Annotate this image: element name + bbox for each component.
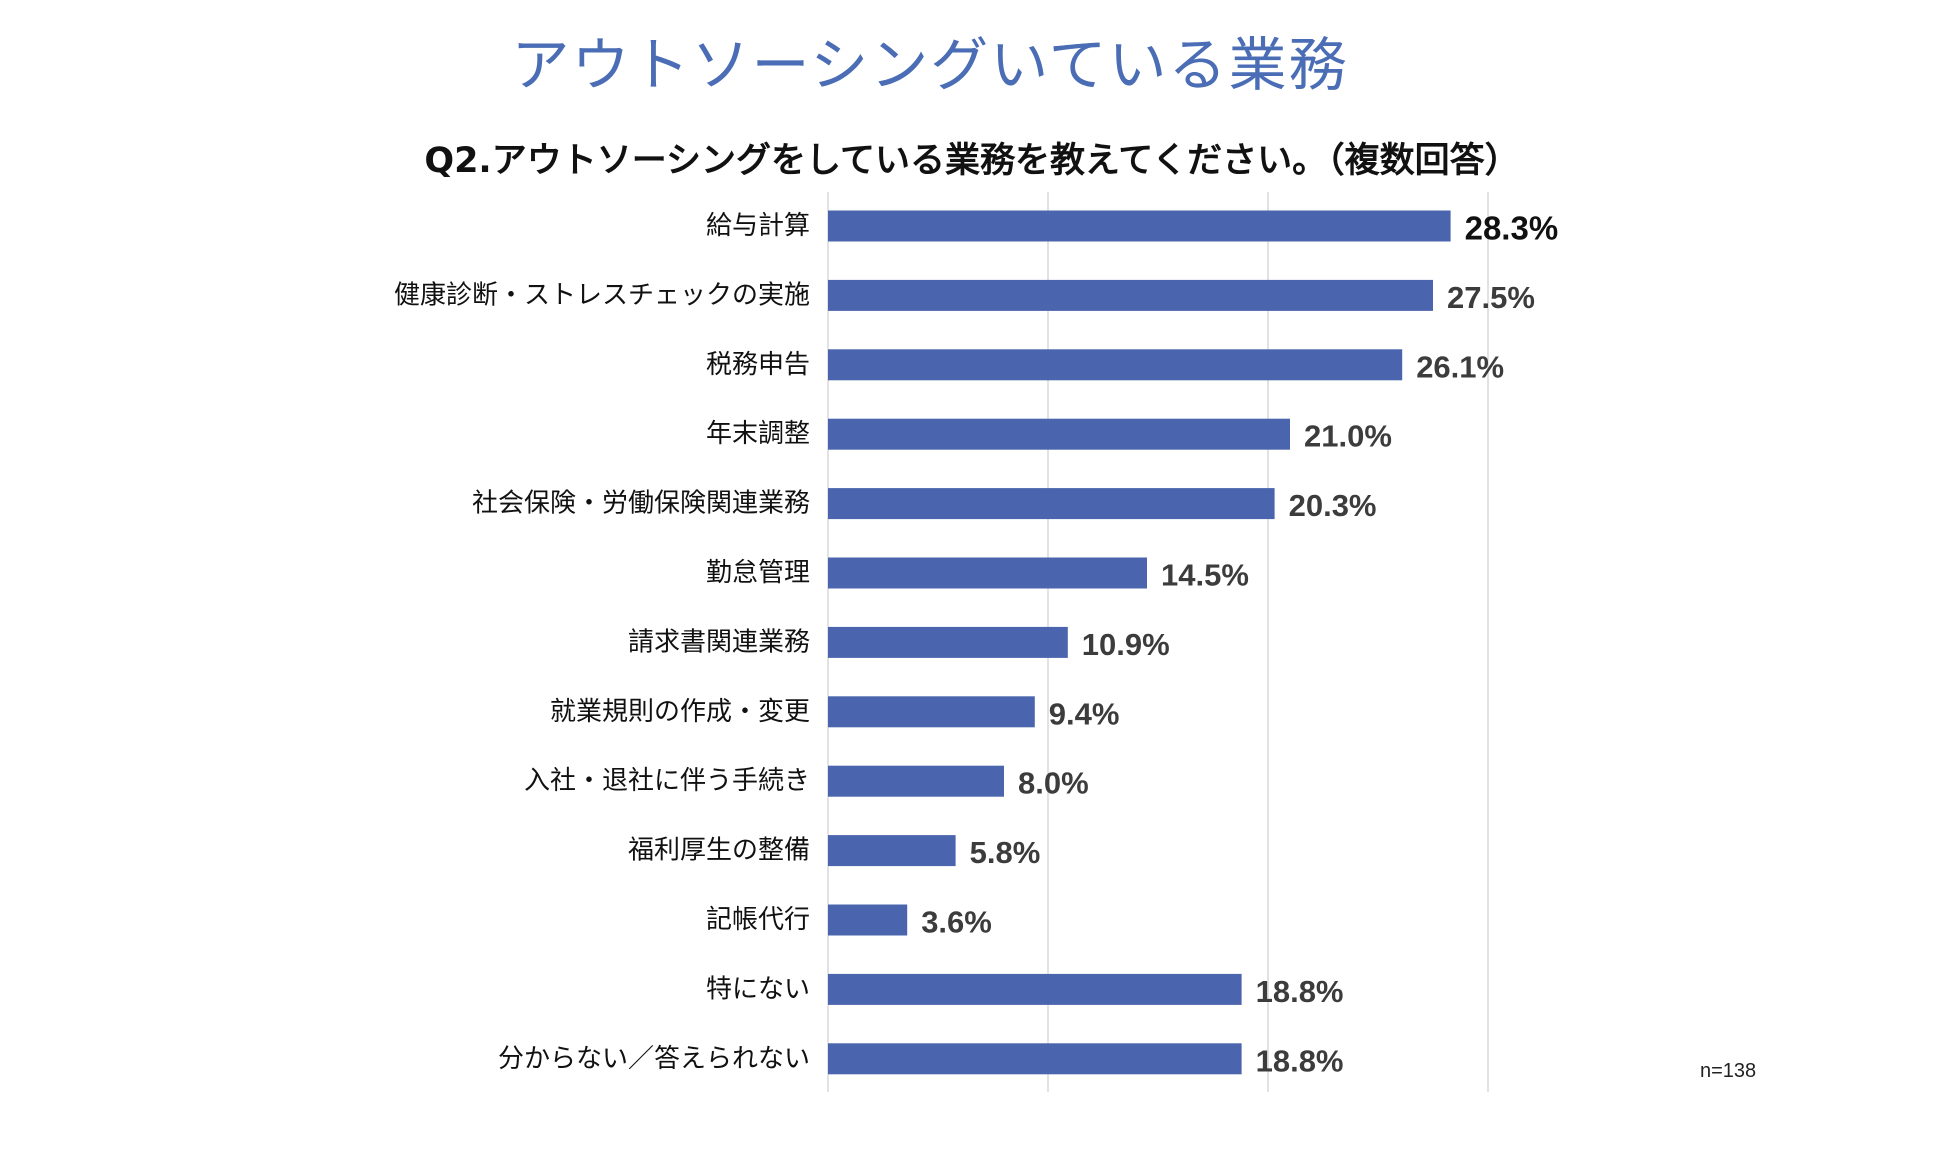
category-label-0: 給与計算 (706, 211, 810, 241)
bar-2 (828, 349, 1403, 381)
value-label-8: 8.0% (1018, 766, 1089, 801)
chart-question-title: Q2.アウトソーシングをしている業務を教えてください。（複数回答） (424, 141, 1520, 181)
value-label-2: 26.1% (1416, 349, 1504, 384)
value-label-10: 3.6% (921, 905, 992, 940)
category-label-4: 社会保険・労働保険関連業務 (472, 489, 810, 519)
bar-7 (828, 696, 1035, 728)
category-label-8: 入社・退社に伴う手続き (524, 766, 810, 796)
bar-4 (828, 488, 1275, 520)
category-label-layer: 給与計算健康診断・ストレスチェックの実施税務申告年末調整社会保険・労働保険関連業… (394, 211, 810, 1074)
category-label-1: 健康診断・ストレスチェックの実施 (394, 280, 810, 310)
category-label-6: 請求書関連業務 (628, 627, 810, 657)
category-label-5: 勤怠管理 (706, 558, 810, 588)
value-label-6: 10.9% (1082, 627, 1170, 662)
bar-layer (828, 210, 1451, 1075)
bar-8 (828, 765, 1004, 797)
category-label-10: 記帳代行 (706, 905, 810, 935)
value-label-11: 18.8% (1256, 974, 1344, 1009)
value-label-0: 28.3% (1465, 210, 1559, 247)
page-title: アウトソーシングいている業務 (511, 31, 1349, 99)
category-label-3: 年末調整 (706, 419, 810, 449)
bar-1 (828, 279, 1433, 311)
category-label-9: 福利厚生の整備 (628, 836, 810, 866)
bar-11 (828, 973, 1242, 1005)
value-label-7: 9.4% (1049, 696, 1120, 731)
value-label-layer: 28.3% 27.5% 26.1% 21.0% 20.3% 14.5% 10.9% 9.4% 8… (921, 210, 1558, 1079)
category-label-12: 分からない／答えられない (498, 1044, 810, 1074)
value-label-5: 14.5% (1161, 558, 1249, 593)
value-label-9: 5.8% (970, 835, 1041, 870)
bar-0 (828, 210, 1451, 242)
value-label-1: 27.5% (1447, 280, 1535, 315)
bar-9 (828, 835, 956, 867)
sample-size-label: n=138 (1700, 1060, 1757, 1082)
category-label-2: 税務申告 (706, 350, 810, 380)
value-label-3: 21.0% (1304, 419, 1392, 454)
category-label-7: 就業規則の作成・変更 (550, 697, 810, 727)
bar-12 (828, 1043, 1242, 1075)
bar-10 (828, 904, 908, 936)
category-label-11: 特にない (706, 974, 810, 1004)
bar-3 (828, 418, 1290, 450)
bar-5 (828, 557, 1147, 589)
bar-6 (828, 626, 1068, 658)
value-label-4: 20.3% (1289, 488, 1377, 523)
value-label-12: 18.8% (1256, 1043, 1344, 1078)
